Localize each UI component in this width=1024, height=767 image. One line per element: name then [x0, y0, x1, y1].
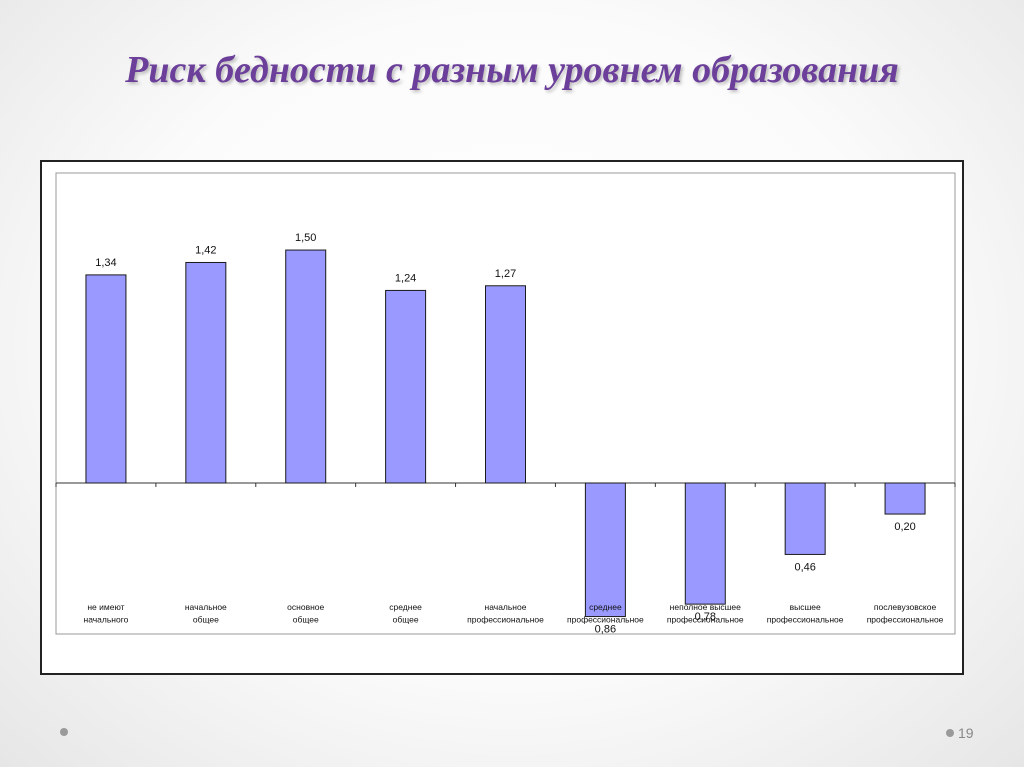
data-label: 0,86: [595, 624, 616, 636]
slide-title: Риск бедности с разным уровнем образован…: [125, 49, 899, 91]
data-label: 0,78: [695, 611, 716, 623]
category-label: профессиональное: [867, 615, 944, 625]
category-label: начальное: [485, 602, 527, 612]
data-label: 0,20: [894, 521, 915, 533]
bar: [684, 482, 726, 605]
bar-chart: 1,34 не имеют начального 1,42 начальное общее…: [55, 172, 956, 636]
category-label: не имеют: [87, 602, 124, 612]
bar: [385, 289, 427, 484]
category-label: неполное высшее: [670, 602, 741, 612]
data-label: 1,34: [95, 257, 116, 269]
page-number: 19: [958, 725, 974, 741]
category-label: высшее: [790, 602, 821, 612]
chart-frame: 1,34 не имеют начального 1,42 начальное общее…: [40, 160, 964, 675]
category-label: среднее: [389, 602, 422, 612]
bar: [584, 482, 626, 618]
category-label: профессиональное: [767, 615, 844, 625]
category-label: общее: [193, 615, 219, 625]
category-label: среднее: [589, 602, 622, 612]
category-label: общее: [393, 615, 419, 625]
plot-area-border: [55, 172, 956, 635]
bar: [85, 274, 127, 484]
left-dot-icon: [60, 728, 68, 736]
data-label: 0,46: [794, 561, 815, 573]
category-label: начальное: [185, 602, 227, 612]
data-label: 1,24: [395, 272, 416, 284]
data-label: 1,50: [295, 232, 316, 244]
bar: [884, 482, 926, 515]
bar: [285, 249, 327, 484]
data-label: 1,42: [195, 244, 216, 256]
category-label: профессиональное: [467, 615, 544, 625]
bar: [784, 482, 826, 555]
category-label: основное: [287, 602, 324, 612]
bar: [185, 261, 227, 484]
right-dot-icon: [946, 729, 954, 737]
category-label: профессиональное: [667, 615, 744, 625]
category-label: профессиональное: [567, 615, 644, 625]
category-label: общее: [293, 615, 319, 625]
category-label: послевузовское: [874, 602, 937, 612]
category-label: начального: [84, 615, 129, 625]
data-label: 1,27: [495, 268, 516, 280]
bar: [485, 285, 526, 484]
